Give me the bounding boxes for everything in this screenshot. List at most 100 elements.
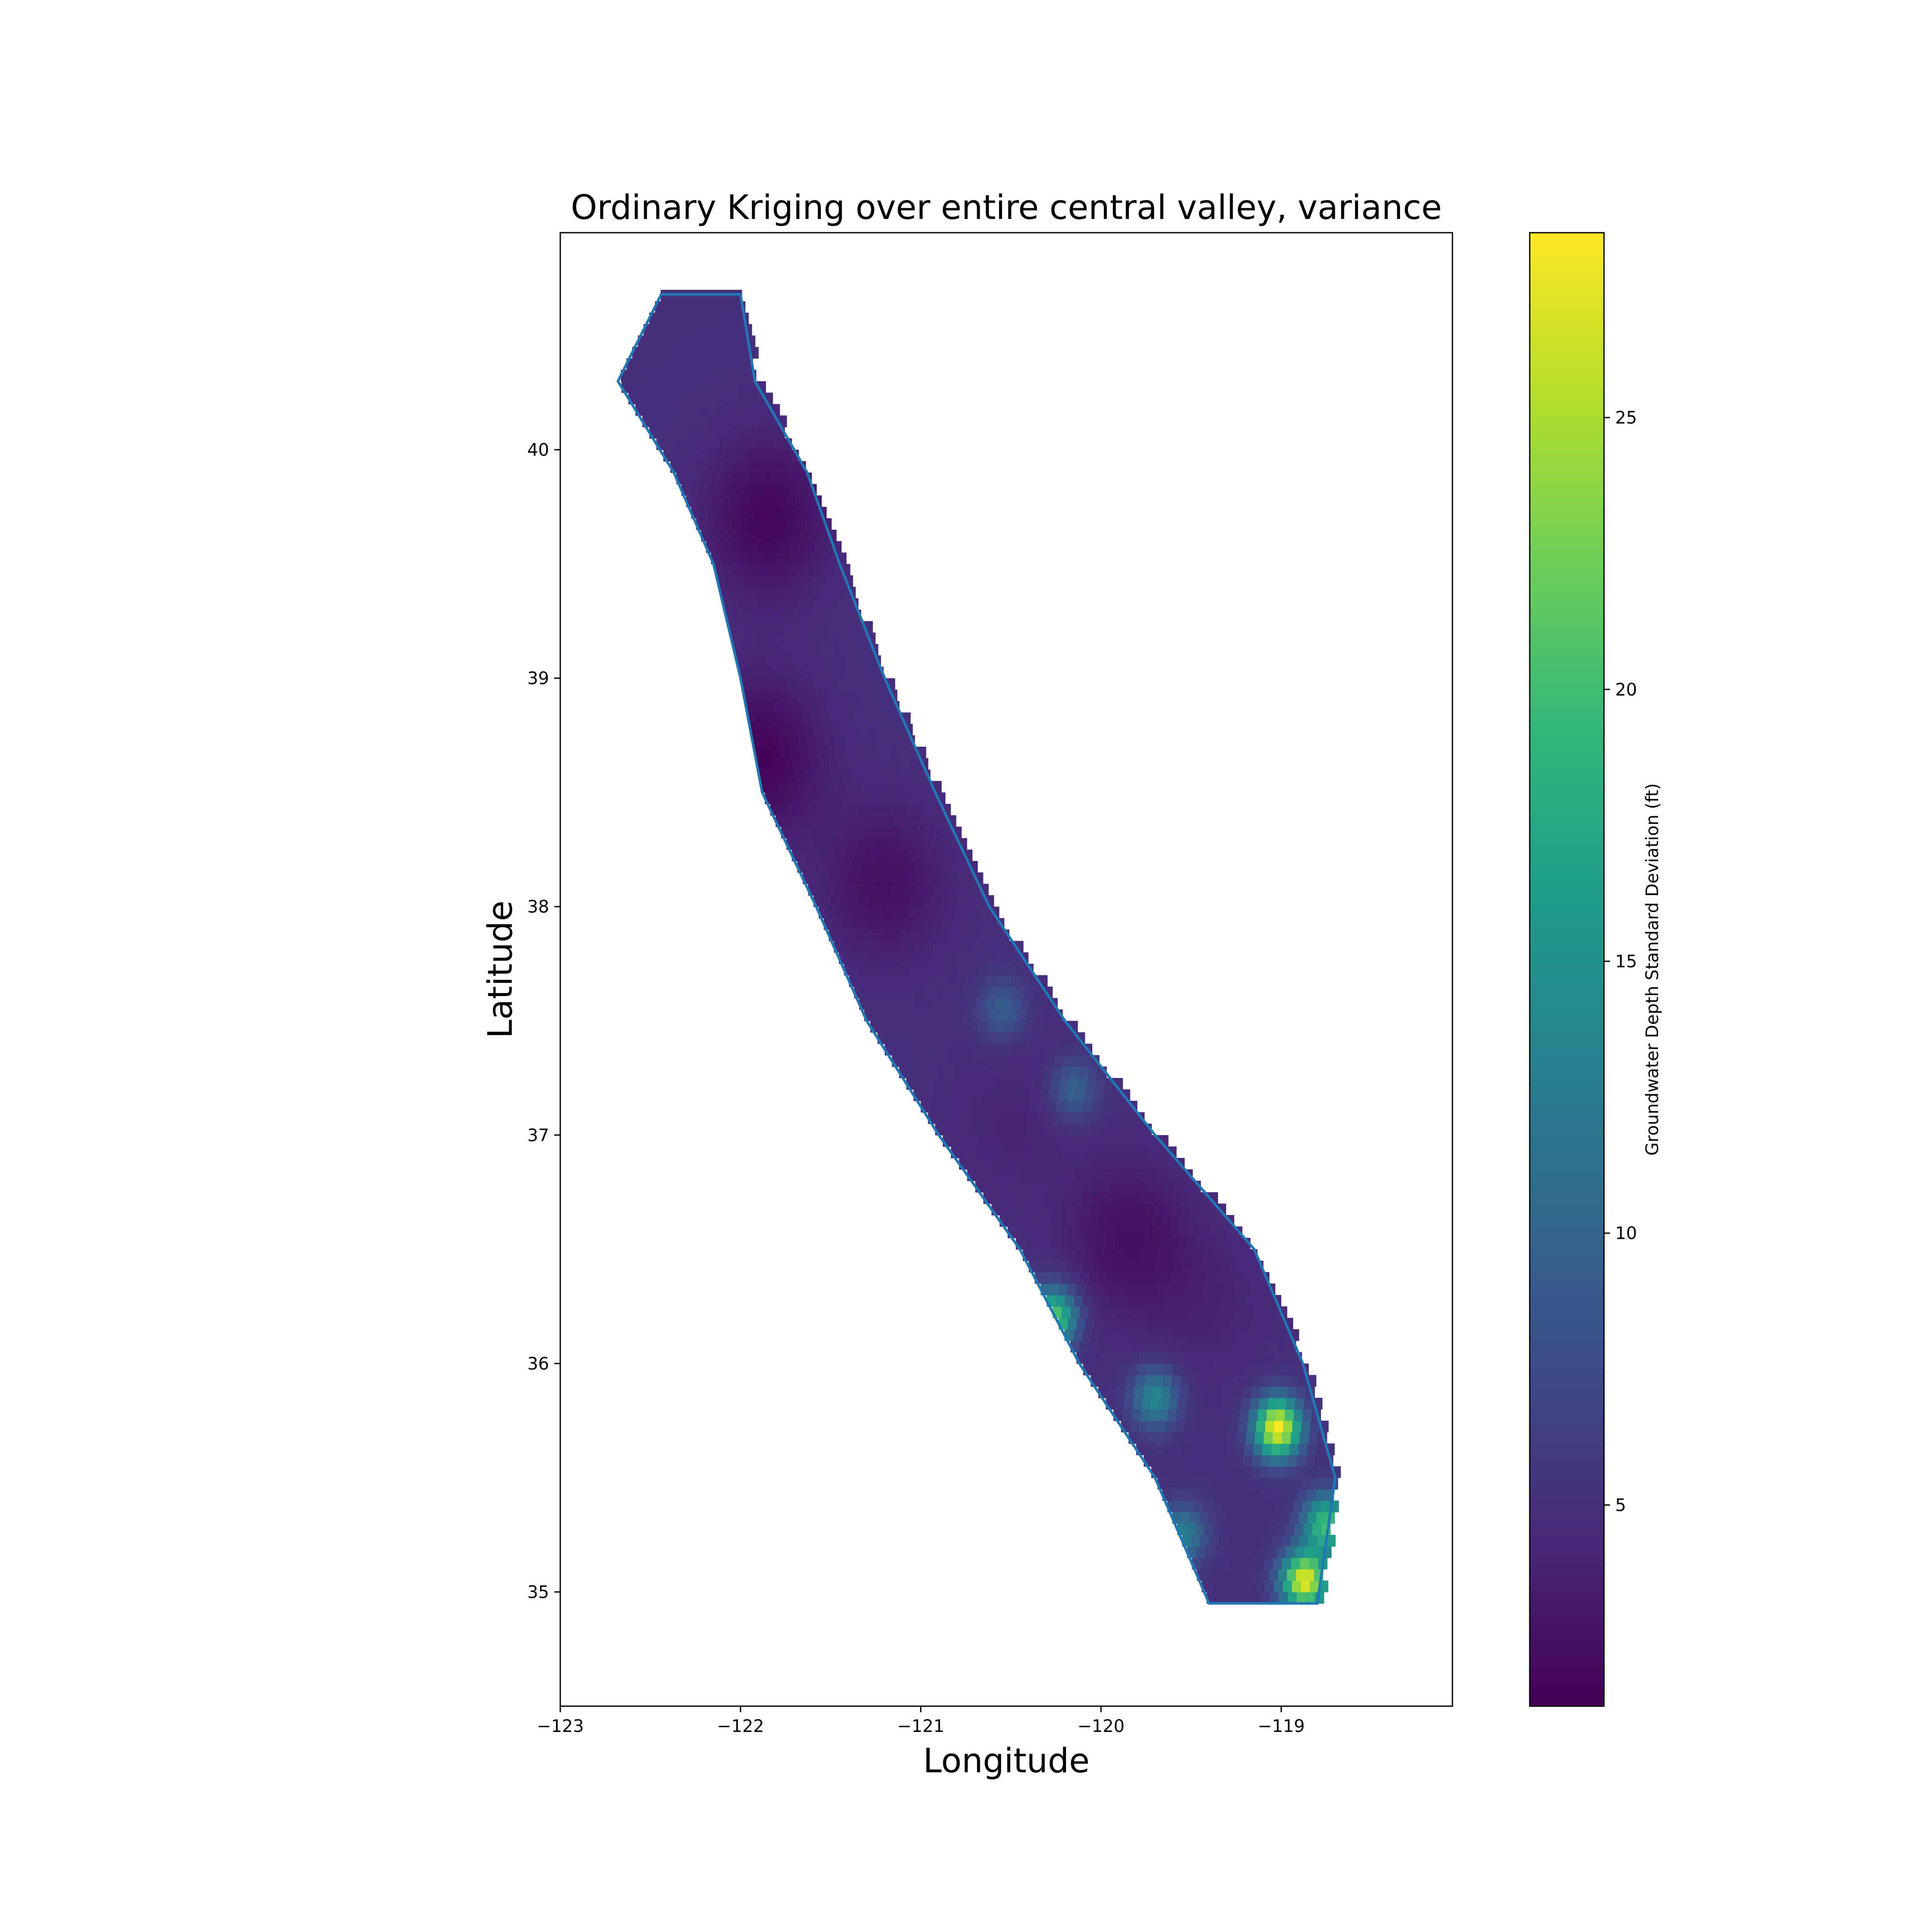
heatmap-cell (1137, 1261, 1146, 1273)
heatmap-cell (957, 1043, 966, 1056)
heatmap-cell (778, 564, 787, 576)
colorbar-tick-label: 5 (1615, 1495, 1626, 1515)
heatmap-cell (1115, 1124, 1125, 1136)
heatmap-cell (1158, 1146, 1168, 1158)
heatmap-cell (1276, 1409, 1285, 1421)
heatmap-cell (1036, 1112, 1046, 1124)
heatmap-cell (671, 324, 680, 336)
heatmap-cell (1201, 1558, 1210, 1570)
heatmap-cell (637, 392, 647, 404)
heatmap-cell (1241, 1397, 1251, 1410)
heatmap-cell (1235, 1443, 1245, 1455)
heatmap-cell (797, 804, 807, 816)
heatmap-cell (987, 941, 996, 953)
heatmap-cell (804, 598, 814, 610)
heatmap-cell (790, 575, 799, 587)
heatmap-cell (1235, 1375, 1245, 1387)
heatmap-cell (1223, 1546, 1233, 1558)
heatmap-cell (1258, 1523, 1268, 1535)
heatmap-cell (984, 1101, 993, 1113)
heatmap-cell (724, 564, 733, 576)
heatmap-cell (714, 518, 724, 530)
heatmap-cell (1066, 1169, 1076, 1181)
heatmap-cell (1297, 1455, 1306, 1467)
heatmap-cell (1301, 1580, 1310, 1592)
heatmap-cell (1038, 1181, 1048, 1193)
heatmap-cell (1233, 1569, 1242, 1581)
heatmap-cell (1079, 1340, 1089, 1353)
heatmap-cell (1271, 1375, 1281, 1387)
heatmap-cell (756, 552, 766, 565)
heatmap-cell (687, 415, 697, 428)
heatmap-cell (1026, 1226, 1035, 1238)
heatmap-cell (882, 849, 892, 862)
heatmap-cell (710, 529, 720, 542)
heatmap-cell (1221, 1501, 1231, 1513)
y-axis-label: Latitude (481, 900, 520, 1038)
heatmap-cell (1000, 1055, 1010, 1067)
heatmap-cell (1127, 1375, 1136, 1387)
heatmap-cell (1148, 1158, 1158, 1170)
heatmap-cell (905, 781, 915, 793)
heatmap-cell (854, 906, 864, 919)
heatmap-cell (866, 815, 875, 827)
heatmap-cell (924, 1078, 934, 1090)
heatmap-cell (1071, 1272, 1080, 1284)
heatmap-cell (1020, 1181, 1030, 1193)
heatmap-cell (745, 507, 755, 519)
heatmap-cell (1277, 1397, 1287, 1410)
heatmap-cell (806, 861, 816, 873)
heatmap-cell (1067, 1158, 1077, 1170)
heatmap-cell (717, 575, 727, 587)
heatmap-cell (921, 895, 931, 907)
heatmap-cell (1267, 1409, 1276, 1421)
heatmap-cell (779, 804, 789, 816)
heatmap-cell (1179, 1272, 1188, 1284)
heatmap-cell (1198, 1215, 1207, 1227)
heatmap-cell (930, 975, 940, 987)
heatmap-cell (881, 747, 890, 759)
heatmap-cell (855, 849, 865, 862)
heatmap-cell (768, 724, 778, 736)
heatmap-cell (1131, 1409, 1141, 1421)
heatmap-cell (1171, 1215, 1180, 1227)
heatmap-cell (893, 952, 902, 964)
heatmap-cell (814, 564, 823, 576)
heatmap-cell (1257, 1501, 1267, 1513)
heatmap-cell (1122, 1409, 1132, 1421)
heatmap-cell (729, 370, 738, 382)
heatmap-cell (1205, 1466, 1215, 1478)
heatmap-cell (760, 541, 770, 553)
heatmap-cell (1006, 963, 1016, 976)
heatmap-cell (878, 918, 887, 930)
heatmap-cell (720, 552, 729, 565)
heatmap-cell (1094, 1352, 1104, 1364)
heatmap-cell (828, 906, 837, 919)
heatmap-cell (908, 986, 917, 999)
heatmap-cell (1274, 1352, 1284, 1364)
heatmap-cell (751, 461, 761, 473)
heatmap-cell (770, 735, 780, 747)
heatmap-cell (885, 975, 895, 987)
heatmap-cell (837, 849, 847, 862)
heatmap-cell (787, 541, 797, 553)
heatmap-cell (1075, 1032, 1085, 1044)
heatmap-cell (1256, 1580, 1265, 1592)
heatmap-cell (1194, 1249, 1203, 1261)
heatmap-cell (784, 472, 794, 485)
heatmap-cell (754, 392, 764, 404)
heatmap-cell (1180, 1215, 1189, 1227)
heatmap-cell (917, 906, 927, 919)
heatmap-cell (1179, 1455, 1189, 1467)
heatmap-cell (844, 826, 854, 838)
heatmap-cell (837, 906, 846, 919)
heatmap-cell (1142, 1340, 1152, 1353)
heatmap-cell (820, 872, 830, 884)
heatmap-cell (833, 781, 843, 793)
heatmap-cell (783, 792, 793, 804)
heatmap-cell (1224, 1272, 1233, 1284)
heatmap-cell (800, 701, 810, 713)
heatmap-cell (1288, 1489, 1298, 1501)
heatmap-cell (1032, 1249, 1042, 1261)
